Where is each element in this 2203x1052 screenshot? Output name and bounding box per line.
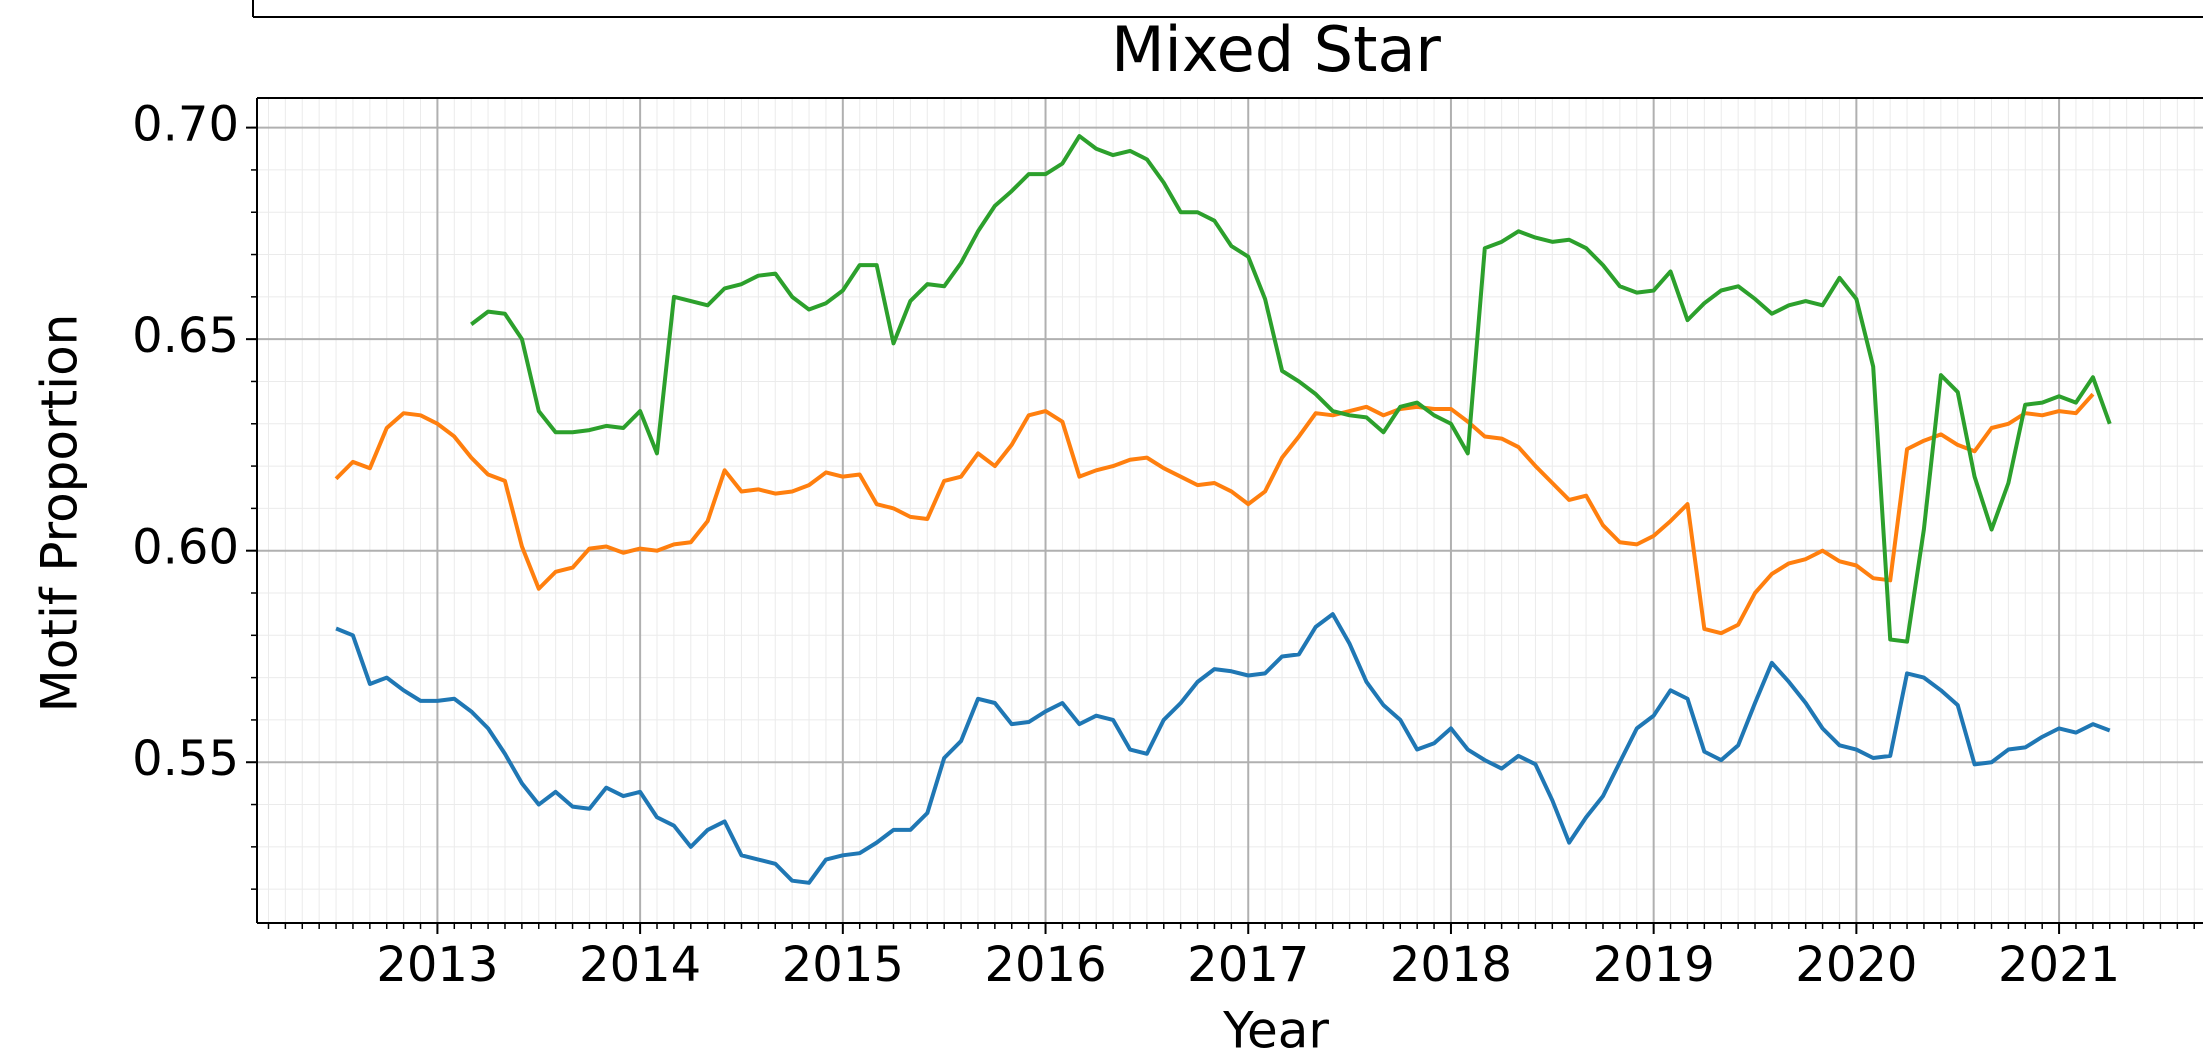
y-tick-label: 0.55 <box>132 731 239 787</box>
x-tick-label: 2014 <box>579 937 701 993</box>
axes: 2013 2014 2015 2016 2017 2018 2019 2020 2021 0.55… <box>132 97 2203 993</box>
series-line <box>334 392 2095 636</box>
previous-panel-edge <box>252 0 2203 18</box>
x-tick-label: 2016 <box>984 937 1106 993</box>
x-tick-label: 2017 <box>1187 937 1309 993</box>
y-axis-label: Motif Proportion <box>31 314 89 713</box>
y-tick-label: 0.60 <box>132 520 239 576</box>
x-tick-label: 2018 <box>1390 937 1512 993</box>
x-tick-label: 2020 <box>1795 937 1917 993</box>
x-tick-label: 2021 <box>1998 937 2120 993</box>
x-tick-label: 2019 <box>1593 937 1715 993</box>
x-axis-label: Year <box>1222 1002 1329 1052</box>
series-line <box>335 612 2111 885</box>
x-tick-label: 2013 <box>376 937 498 993</box>
y-tick-label: 0.70 <box>132 97 239 153</box>
x-tick-label: 2015 <box>782 937 904 993</box>
y-tick-label: 0.65 <box>132 308 239 364</box>
chart-title: Mixed Star <box>1111 13 1441 86</box>
plot-lines <box>334 134 2112 885</box>
major-grid <box>257 98 2203 923</box>
series-line <box>470 134 2112 644</box>
